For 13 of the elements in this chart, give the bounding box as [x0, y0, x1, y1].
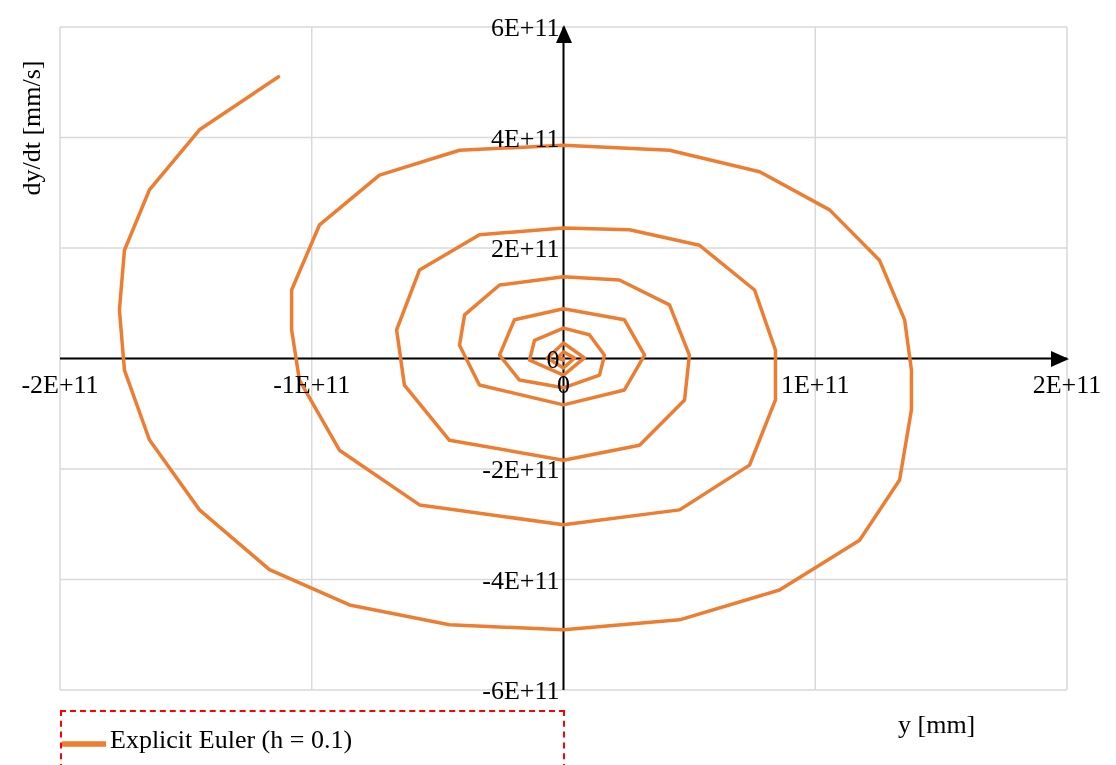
x-tick-label: -2E+11: [21, 369, 99, 399]
y-tick-label: -4E+11: [482, 565, 560, 595]
x-tick-label: 2E+11: [1032, 369, 1102, 399]
y-axis-title: dy/dt [mm/s]: [17, 60, 47, 196]
y-tick-label: 6E+11: [490, 13, 560, 42]
y-tick-label: -2E+11: [482, 455, 560, 484]
line-series: [117, 74, 914, 632]
y-tick-label: 2E+11: [490, 234, 560, 263]
legend-label: Explicit Euler (h = 0.1): [110, 724, 353, 754]
x-tick-label: 1E+11: [780, 369, 850, 399]
y-tick-label: -6E+11: [482, 676, 560, 705]
y-tick-label: 4E+11: [490, 123, 560, 153]
x-axis-title: y [mm]: [898, 710, 976, 740]
